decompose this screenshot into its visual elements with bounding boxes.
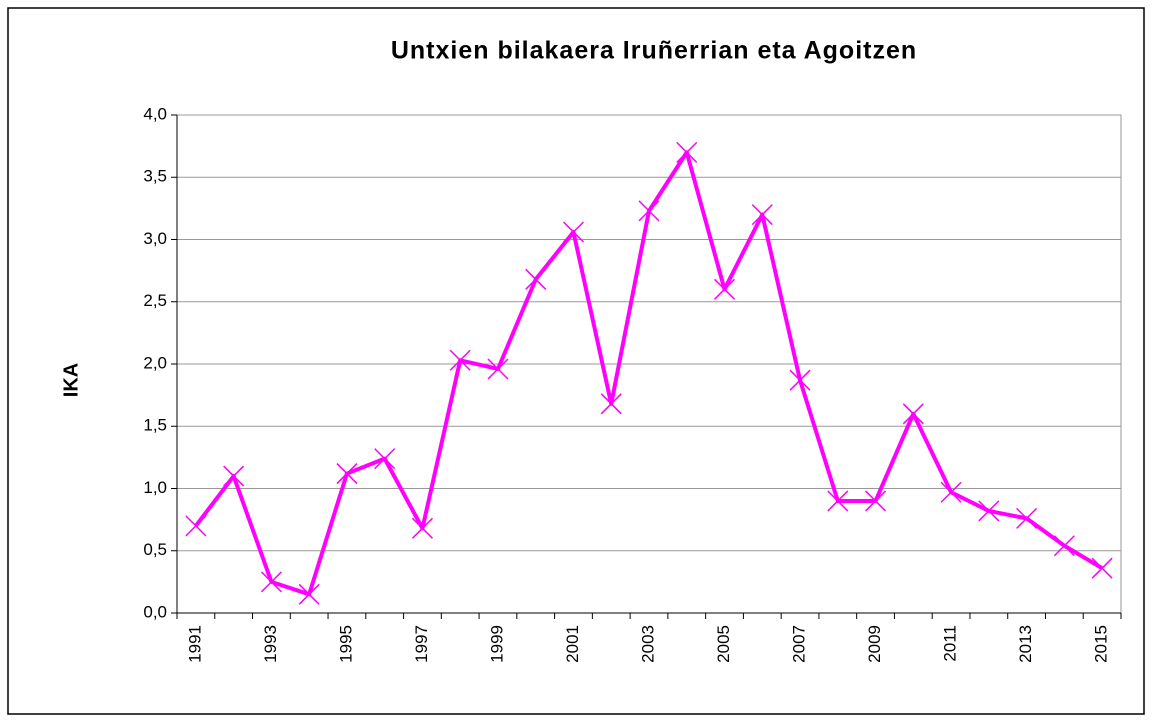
- x-tick-label: 2007: [790, 625, 809, 663]
- y-tick-label: 0,0: [143, 602, 167, 621]
- series-marker: [185, 515, 207, 537]
- y-tick-label: 0,5: [143, 540, 167, 559]
- series-marker: [751, 204, 773, 226]
- series-marker: [600, 393, 622, 415]
- chart-title: Untxien bilakaera Iruñerrian eta Agoitze…: [391, 37, 917, 65]
- series-marker: [223, 465, 245, 487]
- series-marker: [940, 481, 962, 503]
- series-marker: [827, 490, 849, 512]
- series-marker: [449, 349, 471, 371]
- series-marker: [789, 369, 811, 391]
- x-tick-label: 1995: [336, 625, 355, 663]
- x-tick-label: 2011: [941, 625, 960, 662]
- series-marker: [260, 571, 282, 593]
- series-marker: [525, 268, 547, 290]
- y-axis-label: IKA: [60, 363, 82, 397]
- series-marker: [336, 463, 358, 485]
- y-tick-label: 1,0: [143, 478, 167, 497]
- series-marker: [374, 448, 396, 470]
- x-tick-label: 1993: [261, 625, 280, 663]
- series-marker: [487, 358, 509, 380]
- y-tick-label: 4,0: [143, 104, 167, 123]
- x-tick-label: 1991: [185, 625, 204, 663]
- x-tick-label: 1999: [487, 625, 506, 663]
- series-marker: [713, 278, 736, 300]
- x-tick-label: 1997: [412, 625, 431, 663]
- series-marker: [978, 500, 1000, 522]
- series-marker: [676, 141, 698, 163]
- series-marker: [562, 221, 585, 243]
- series-marker: [1016, 507, 1038, 529]
- y-tick-label: 3,5: [143, 167, 167, 186]
- series-marker: [1053, 535, 1075, 557]
- x-tick-label: 2013: [1016, 625, 1035, 663]
- series-marker: [902, 403, 924, 425]
- y-tick-label: 1,5: [143, 416, 167, 435]
- series-marker: [1091, 557, 1113, 579]
- x-tick-label: 2001: [563, 625, 582, 663]
- series-marker: [298, 583, 320, 605]
- x-tick-label: 2003: [638, 625, 657, 663]
- y-tick-label: 2,5: [143, 291, 167, 310]
- x-tick-label: 2005: [714, 625, 733, 663]
- y-tick-label: 2,0: [143, 353, 167, 372]
- y-tick-label: 3,0: [143, 229, 167, 248]
- x-tick-label: 2009: [865, 625, 884, 663]
- series-marker: [411, 517, 433, 539]
- series-marker: [865, 490, 887, 512]
- series-marker: [638, 200, 660, 222]
- x-tick-label: 2015: [1092, 625, 1111, 663]
